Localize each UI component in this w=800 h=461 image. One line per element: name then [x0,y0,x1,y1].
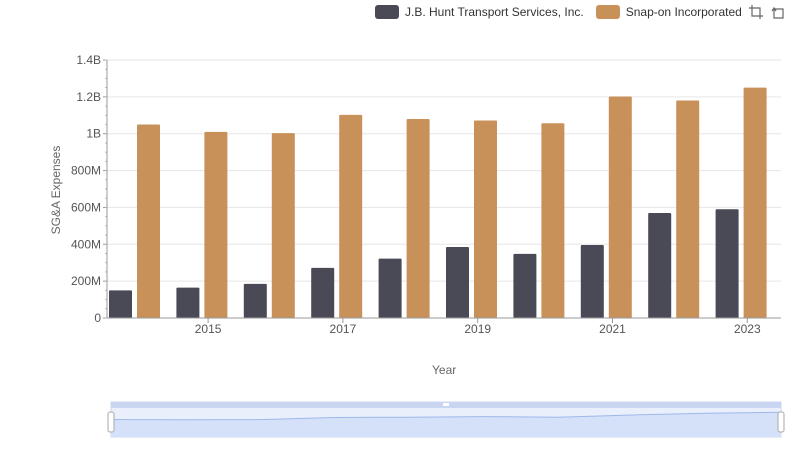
bar-snap-on-2018[interactable] [406,118,430,318]
bar-snap-on-2019[interactable] [474,120,497,319]
y-tick-label: 600M [71,200,101,214]
bar-jb-hunt-2020[interactable] [513,253,537,318]
bar-snap-on-2021[interactable] [608,96,632,318]
zoom-select-icon[interactable] [748,4,764,20]
bar-jb-hunt-2017[interactable] [311,267,335,318]
legend-swatch-jb-hunt [375,5,399,19]
legend-item-snap-on[interactable]: Snap-on Incorporated [595,5,742,19]
legend: J.B. Hunt Transport Services, Inc. Snap-… [375,4,786,20]
bar-jb-hunt-2016[interactable] [243,283,267,318]
y-tick-label: 800M [71,164,101,178]
x-axis-title: Year [432,363,457,377]
y-tick-label: 1.4B [76,53,101,67]
y-tick-label: 1.2B [76,90,101,104]
bar-snap-on-2023[interactable] [743,87,767,319]
legend-label-snap-on: Snap-on Incorporated [625,5,742,19]
y-tick-label: 200M [71,274,101,288]
legend-swatch-snap-on [595,5,620,19]
bar-series [109,87,767,319]
bar-jb-hunt-2023[interactable] [715,209,739,318]
zoom-reset-icon[interactable] [770,4,786,20]
chart-toolbar [748,4,786,20]
bar-jb-hunt-2015[interactable] [176,287,200,318]
y-tick-label: 0 [94,311,101,325]
range-slider[interactable] [107,401,785,438]
x-axis: 2015 2017 2019 2021 2023 [107,317,781,336]
slider-line [110,411,782,421]
x-tick-label: 2015 [195,322,222,336]
y-axis: 0 200M 400M 600M 800M 1B 1.2B 1.4B [71,53,108,325]
bar-jb-hunt-2021[interactable] [580,245,604,318]
x-tick-label: 2023 [734,322,761,336]
bar-jb-hunt-2014[interactable] [109,290,132,318]
legend-label-jb-hunt: J.B. Hunt Transport Services, Inc. [405,5,584,19]
slider-area [111,412,781,437]
y-axis-title: SG&A Expenses [49,145,63,235]
bar-snap-on-2022[interactable] [676,100,700,319]
bar-jb-hunt-2022[interactable] [648,212,672,318]
bar-jb-hunt-2019[interactable] [446,247,469,318]
bar-snap-on-2017[interactable] [339,114,363,318]
slider-grip[interactable] [443,403,449,406]
bar-snap-on-2014[interactable] [137,124,160,319]
y-tick-label: 400M [71,237,101,251]
legend-item-jb-hunt[interactable]: J.B. Hunt Transport Services, Inc. [375,5,584,19]
x-tick-label: 2017 [330,322,357,336]
slider-handle-left[interactable] [107,411,115,433]
x-tick-label: 2021 [599,322,626,336]
bar-snap-on-2020[interactable] [541,123,565,319]
bar-jb-hunt-2018[interactable] [378,258,402,318]
y-tick-label: 1B [86,127,101,141]
slider-handle-right[interactable] [777,411,785,433]
x-tick-label: 2019 [464,322,491,336]
bar-snap-on-2016[interactable] [271,133,295,318]
bar-snap-on-2015[interactable] [204,131,228,318]
